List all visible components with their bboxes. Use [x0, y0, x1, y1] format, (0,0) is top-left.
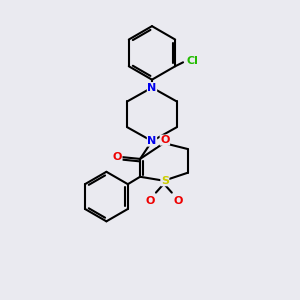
Text: O: O [160, 135, 170, 145]
Text: N: N [147, 136, 157, 146]
Text: S: S [161, 176, 169, 186]
Text: O: O [145, 196, 155, 206]
Text: N: N [147, 82, 157, 93]
Text: O: O [112, 152, 122, 162]
Text: Cl: Cl [186, 56, 198, 66]
Text: O: O [173, 196, 182, 206]
